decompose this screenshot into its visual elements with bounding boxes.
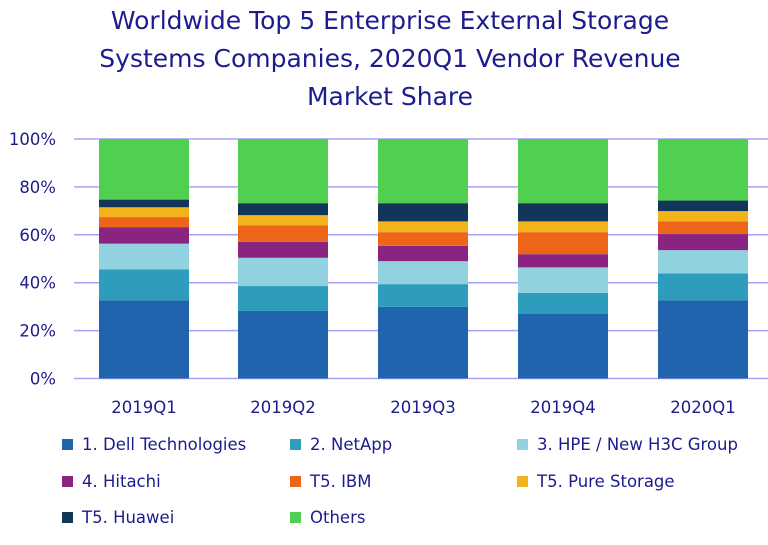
legend-item: 2. NetApp [290,435,392,454]
legend-label: T5. Pure Storage [537,472,675,491]
chart-title-line: Systems Companies, 2020Q1 Vendor Revenue [99,44,681,73]
chart-title-line: Worldwide Top 5 Enterprise External Stor… [110,6,670,35]
bar-segment [238,215,328,226]
bar-segment [378,232,468,246]
legend-label: 1. Dell Technologies [82,435,247,454]
legend-label: T5. IBM [310,472,372,491]
bar-segment [238,241,328,258]
legend-swatch [517,476,528,487]
x-tick-label: 2019Q4 [530,398,595,417]
bar-segment [518,203,608,222]
bar-segment [99,269,189,301]
bar-segment [518,267,608,293]
bar-segment [518,139,608,204]
stacked-bar-chart: 0% 20% 40% 60% 80% 100% 2019Q1 2019Q2 2019Q3 2019… [9,130,768,417]
bar-segment [238,310,328,379]
chart-title: Worldwide Top 5 Enterprise External Stor… [0,2,768,116]
bar-segment [518,232,608,255]
legend-swatch [62,476,73,487]
bar-segment [658,200,748,212]
bar-segment [99,227,189,244]
bar-segment [658,234,748,251]
bar-segment [518,221,608,233]
x-tick-label: 2019Q2 [250,398,315,417]
bar-segment [99,243,189,270]
bar-segment [378,245,468,262]
legend-label: 3. HPE / New H3C Group [537,435,738,454]
bar-segment [99,199,189,208]
legend-item: T5. Huawei [62,508,174,527]
legend-item: Others [290,508,365,527]
bar-segment [238,203,328,216]
bar-segment [658,211,748,222]
legend-swatch [62,439,73,450]
y-tick-label: 80% [19,178,56,197]
legend-swatch [517,439,528,450]
y-tick-label: 40% [19,274,56,293]
bar-segment [658,221,748,235]
bar-segment [238,257,328,287]
legend-label: 2. NetApp [310,435,393,454]
y-tick-label: 20% [19,322,56,341]
bar-segment [378,284,468,307]
bar-segment [378,203,468,222]
bar-segment [518,254,608,268]
bar-segment [378,139,468,204]
bar-segment [378,221,468,233]
bar-segment [238,225,328,242]
bar-segment [99,207,189,218]
x-tick-label: 2019Q3 [390,398,455,417]
bar-segment [658,300,748,379]
legend-item: 3. HPE / New H3C Group [517,435,738,454]
bar-segment [99,300,189,379]
legend-swatch [62,512,73,523]
y-tick-label: 0% [30,370,56,389]
legend-item: T5. Pure Storage [517,472,675,491]
legend-item: 4. Hitachi [62,472,161,491]
x-tick-label: 2020Q1 [670,398,735,417]
legend-swatch [290,439,301,450]
legend-label: Others [310,508,366,527]
y-tick-label: 60% [19,226,56,245]
bar-segment [658,139,748,201]
legend-label: 4. Hitachi [82,472,161,491]
bar-segment [518,313,608,379]
bar-segment [658,273,748,301]
y-tick-label: 100% [9,130,56,149]
legend-label: T5. Huawei [82,508,175,527]
chart-title-line: Market Share [306,82,474,111]
bar-segment [238,286,328,311]
bar-segment [518,292,608,314]
legend-item: 1. Dell Technologies [62,435,246,454]
bar-segment [378,306,468,379]
legend-swatch [290,512,301,523]
bar-segment [378,261,468,285]
bar-segment [99,139,189,200]
legend-item: T5. IBM [290,472,372,491]
bar-segment [99,217,189,228]
x-tick-label: 2019Q1 [111,398,176,417]
legend-swatch [290,476,301,487]
bar-segment [658,250,748,274]
bar-segment [238,139,328,204]
